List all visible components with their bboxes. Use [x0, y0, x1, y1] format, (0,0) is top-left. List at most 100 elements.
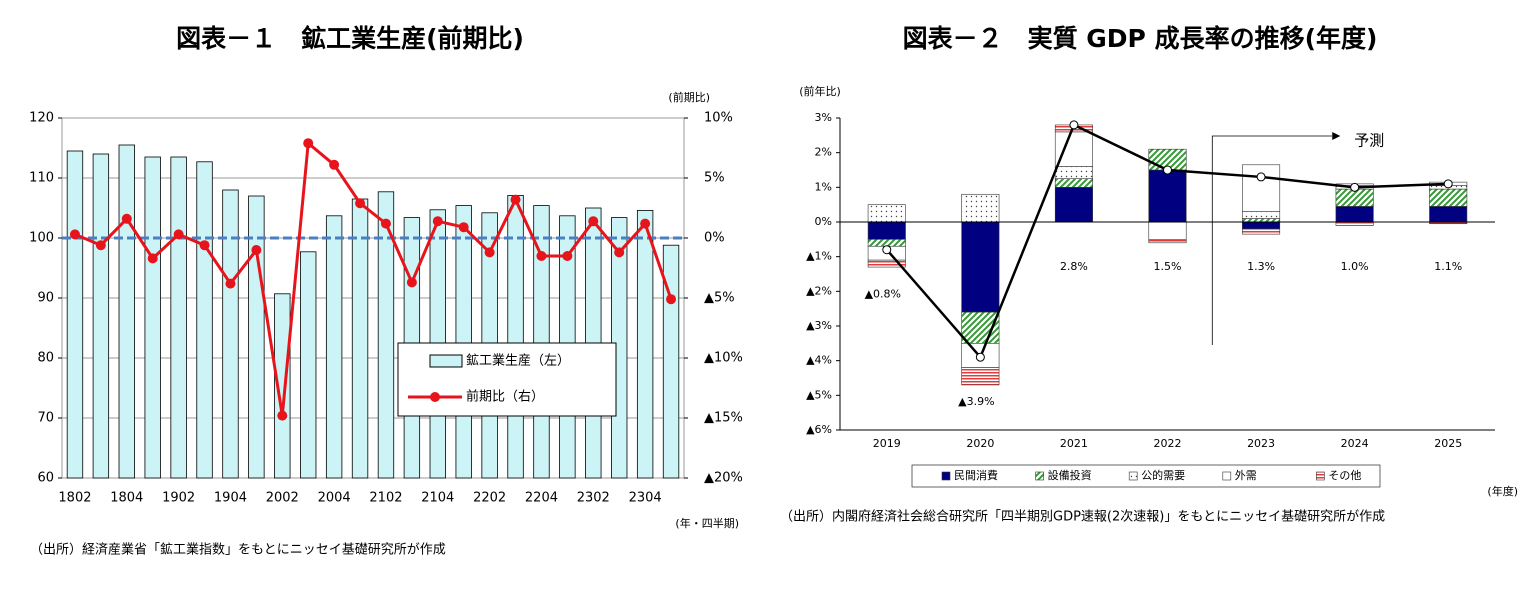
bar-segment	[867, 259, 906, 268]
legend-swatch	[1222, 471, 1232, 481]
line-point	[251, 245, 262, 255]
bar	[351, 198, 369, 479]
line-point	[355, 198, 366, 209]
bar-segment	[867, 204, 906, 223]
x-tick-label: 1904	[214, 491, 247, 506]
x-tick-label: 2023	[1247, 437, 1275, 450]
bar	[377, 191, 395, 479]
x-tick-label: 2102	[369, 491, 402, 506]
total-point	[1163, 165, 1172, 175]
y2-axis-label: (前期比)	[668, 90, 710, 104]
bar-segment	[1242, 164, 1281, 212]
x-tick-label: 2025	[1434, 437, 1462, 450]
bar-segment	[1148, 169, 1187, 223]
data-label: ▲0.8%	[865, 288, 901, 301]
y-tick-label: ▲1%	[806, 250, 832, 263]
line-point	[406, 277, 417, 288]
x-axis-label: (年度)	[1487, 484, 1518, 498]
line-point	[614, 247, 625, 258]
source-note: （出所）内閣府経済社会総合研究所「四半期別GDP速報(2次速報)」をもとにニッセ…	[780, 509, 1385, 525]
total-point	[1350, 182, 1360, 192]
data-label: 2.8%	[1060, 260, 1088, 273]
line-point	[147, 253, 158, 264]
x-tick-label: 2022	[1154, 437, 1182, 450]
x-tick-label: 2002	[266, 491, 299, 506]
line-point	[588, 216, 599, 227]
y-tick-label: 60	[37, 471, 54, 486]
line-point	[121, 213, 132, 224]
y-tick-label: 100	[29, 231, 54, 246]
x-tick-label: 2104	[421, 491, 454, 506]
bar	[325, 215, 343, 479]
legend-swatch	[429, 354, 463, 368]
x-axis-label: (年・四半期)	[675, 516, 739, 530]
forecast-bracket	[1211, 135, 1333, 345]
legend-swatch	[1035, 471, 1044, 481]
legend-label: 外需	[1235, 469, 1257, 482]
line-point	[329, 159, 340, 170]
y-tick-label: 80	[37, 351, 54, 366]
y-tick-label: ▲2%	[806, 284, 832, 297]
data-label: 1.3%	[1247, 260, 1275, 273]
line-point	[380, 218, 391, 229]
bar	[170, 156, 187, 479]
y2-tick-label: ▲15%	[704, 411, 743, 426]
data-label: 1.5%	[1154, 260, 1182, 273]
bar-segment	[1242, 218, 1281, 223]
bar-segment	[1242, 221, 1281, 230]
bar-segment	[1429, 188, 1468, 207]
bar	[196, 161, 213, 479]
y-tick-label: 2%	[815, 146, 832, 159]
bar-segment	[1429, 206, 1468, 223]
x-tick-label: 2024	[1341, 437, 1369, 450]
total-point	[1069, 120, 1079, 130]
bar-segment	[1335, 221, 1374, 226]
chart-title: 図表－２ 実質 GDP 成長率の推移(年度)	[903, 24, 1378, 53]
line-point	[277, 410, 288, 421]
y2-tick-label: ▲5%	[704, 291, 735, 306]
bar-segment	[1148, 221, 1187, 240]
bar	[222, 189, 239, 479]
data-label: 1.1%	[1434, 260, 1462, 273]
x-tick-label: 2302	[577, 491, 610, 506]
line-point	[458, 222, 469, 233]
bar-segment	[1054, 178, 1093, 188]
x-tick-label: 2021	[1060, 437, 1088, 450]
line-point	[432, 216, 443, 227]
legend-swatch	[1316, 471, 1325, 481]
y-tick-label: ▲6%	[806, 423, 832, 436]
bar-segment	[1242, 228, 1281, 235]
bar	[636, 209, 654, 479]
y-tick-label: 70	[37, 411, 54, 426]
x-tick-label: 2020	[966, 437, 994, 450]
y-tick-label: 110	[29, 171, 54, 186]
y-tick-label: 90	[37, 291, 54, 306]
bar-segment	[961, 367, 1000, 386]
line-point	[173, 229, 184, 240]
line-point	[484, 247, 495, 258]
y2-tick-label: 0%	[704, 231, 725, 246]
legend-label: 鉱工業生産（左）	[466, 353, 570, 369]
line-series	[74, 140, 673, 416]
bar	[66, 150, 84, 479]
x-tick-label: 1802	[58, 491, 91, 506]
y-tick-label: ▲4%	[806, 354, 832, 367]
bar	[300, 251, 317, 479]
line-point	[225, 278, 236, 289]
line-point	[510, 194, 521, 205]
y-tick-label: 1%	[815, 180, 832, 193]
bar	[144, 156, 161, 479]
y2-tick-label: ▲10%	[704, 351, 743, 366]
y2-tick-label: 10%	[704, 111, 733, 126]
total-point	[882, 245, 892, 255]
line-point	[95, 240, 106, 251]
legend-marker	[430, 392, 440, 402]
bar-segment	[961, 221, 1000, 313]
legend-swatch	[941, 471, 951, 481]
x-tick-label: 1804	[110, 491, 143, 506]
bar-segment	[867, 221, 906, 240]
x-tick-label: 2019	[873, 437, 901, 450]
legend-box	[911, 464, 1381, 488]
legend-label: その他	[1328, 469, 1361, 482]
